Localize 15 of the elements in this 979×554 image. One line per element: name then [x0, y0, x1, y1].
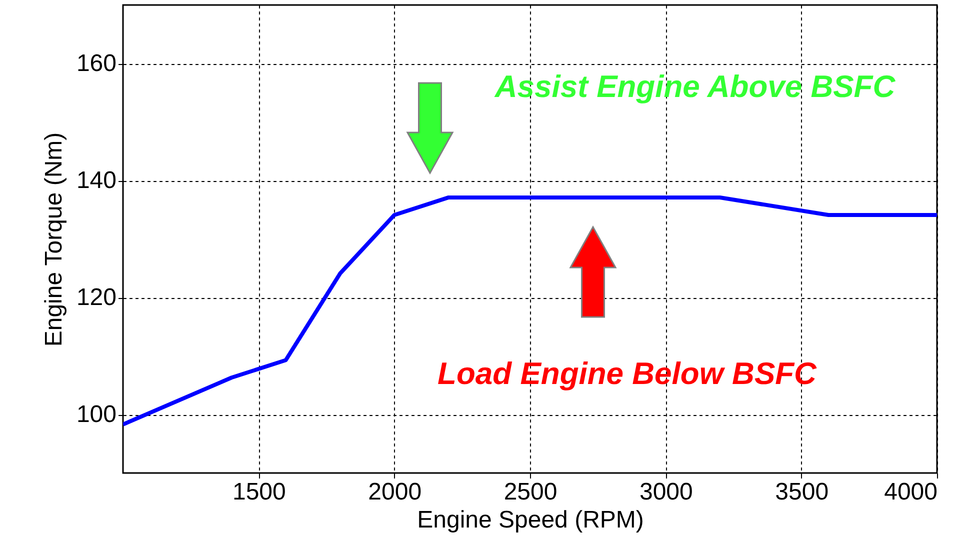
line-series: [123, 195, 937, 426]
y-tick-label: 120: [76, 284, 116, 311]
x-tick-label: 2000: [368, 478, 422, 506]
y-tick-label: 160: [76, 50, 116, 77]
y-tick-label: 100: [76, 401, 116, 428]
x-tick-label: 3500: [775, 478, 829, 506]
x-tick-label: 4000: [884, 478, 938, 506]
x-tick-label: 2500: [504, 478, 558, 506]
y-axis-title: Engine Torque (Nm): [40, 132, 68, 347]
annotation: Assist Engine Above BSFC: [494, 69, 896, 104]
x-tick-label: 1500: [232, 478, 286, 506]
x-axis-title: Engine Speed (RPM): [417, 506, 644, 534]
y-tick-label: 140: [76, 167, 116, 194]
annotation: Load Engine Below BSFC: [438, 356, 818, 391]
x-tick-label: 3000: [639, 478, 693, 506]
